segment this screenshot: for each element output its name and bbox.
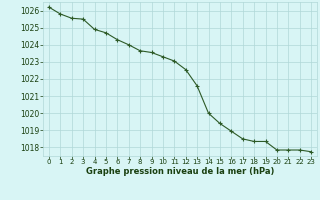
X-axis label: Graphe pression niveau de la mer (hPa): Graphe pression niveau de la mer (hPa) xyxy=(86,167,274,176)
